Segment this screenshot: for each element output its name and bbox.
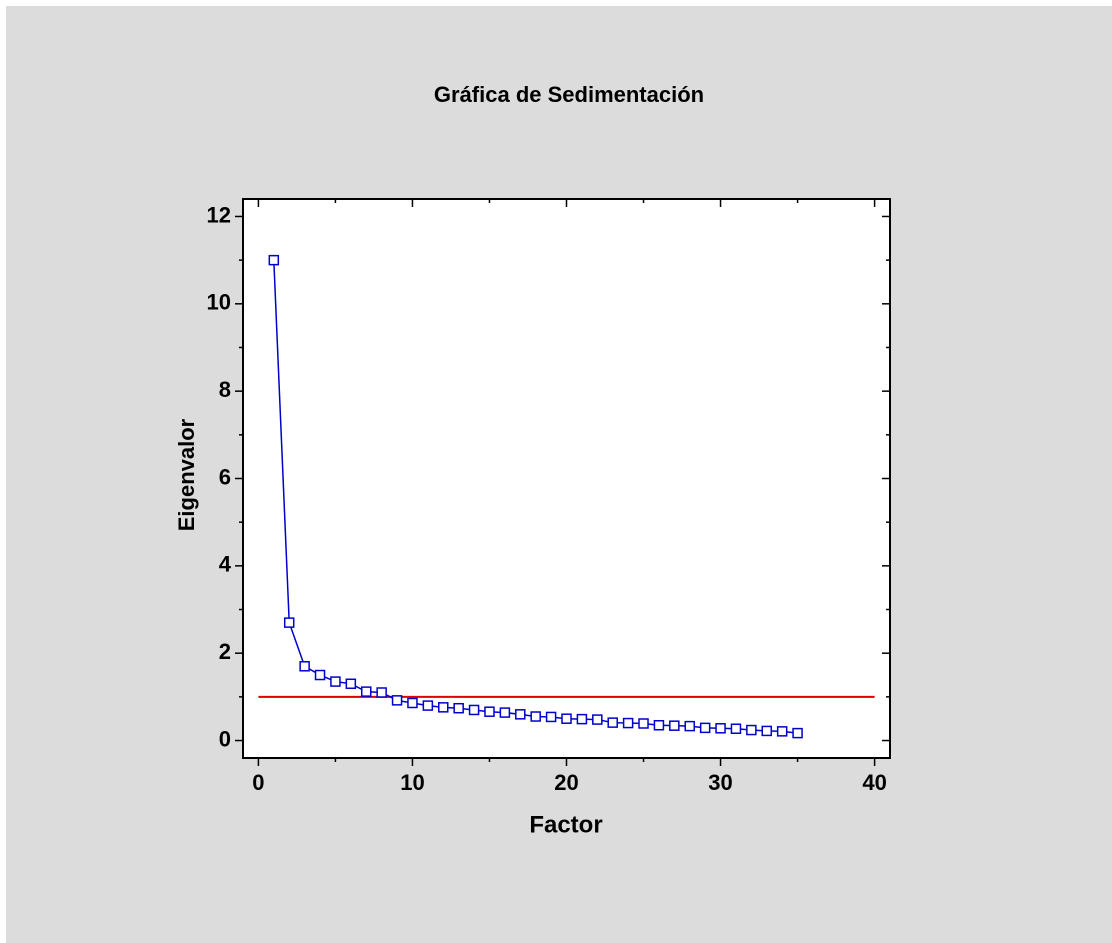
data-point [715, 723, 726, 734]
data-point [561, 713, 572, 724]
data-point [653, 719, 665, 731]
data-point [314, 669, 326, 681]
y-axis-label: Eigenvalor [174, 418, 199, 531]
data-point [360, 686, 372, 697]
data-point [299, 661, 310, 672]
x-axis-label: Factor [529, 811, 602, 838]
data-point [592, 714, 603, 725]
y-tick-label: 2 [219, 639, 231, 664]
data-point [699, 722, 711, 734]
data-point [407, 697, 418, 709]
data-point [776, 726, 788, 737]
data-point [607, 717, 618, 728]
y-tick-label: 4 [219, 552, 232, 577]
data-point [268, 254, 280, 266]
y-tick-label: 12 [207, 202, 231, 227]
data-point [545, 711, 557, 723]
y-tick-label: 6 [219, 464, 231, 489]
data-point [468, 704, 480, 716]
data-point [792, 727, 803, 739]
y-tick-label: 10 [207, 290, 231, 315]
data-point [761, 725, 773, 737]
data-point [576, 713, 588, 725]
y-tick-label: 0 [219, 726, 231, 751]
data-point [376, 687, 387, 698]
x-tick-label: 30 [708, 770, 732, 795]
data-point [345, 678, 357, 690]
data-point [484, 706, 495, 717]
y-tick-label: 8 [219, 377, 231, 402]
data-point [438, 702, 449, 713]
data-point [746, 724, 757, 736]
x-tick-label: 40 [862, 770, 886, 795]
data-point [515, 709, 526, 720]
data-point [730, 723, 742, 734]
data-point [330, 676, 341, 687]
data-point [422, 700, 434, 711]
data-point [391, 695, 403, 706]
data-point [530, 711, 541, 722]
data-point [622, 717, 634, 729]
plot-area [242, 198, 891, 759]
data-point [453, 702, 464, 714]
x-tick-label: 10 [400, 770, 424, 795]
x-tick-label: 0 [252, 770, 264, 795]
data-point [499, 707, 511, 718]
data-point [283, 617, 295, 628]
chart-title: Gráfica de Sedimentación [434, 82, 704, 107]
data-point [669, 720, 680, 731]
x-tick-label: 20 [554, 770, 578, 795]
data-point [684, 720, 695, 732]
data-point [638, 718, 649, 729]
